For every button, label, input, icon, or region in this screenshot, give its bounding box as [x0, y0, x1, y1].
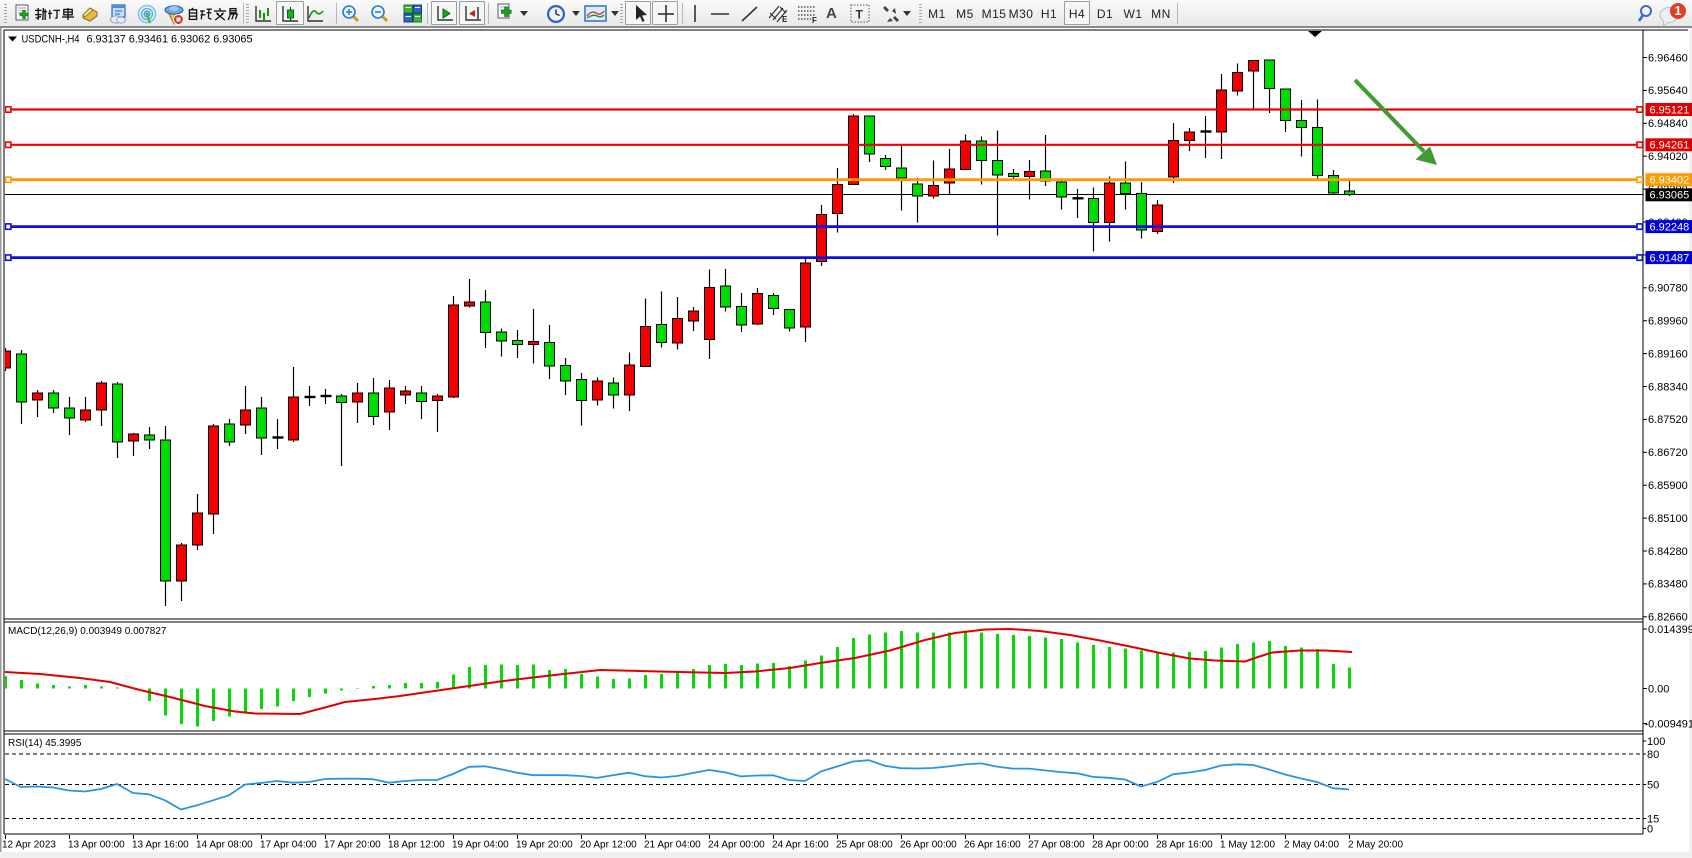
- svg-text:26 Apr 00:00: 26 Apr 00:00: [900, 840, 957, 851]
- svg-text:RSI(14) 45.3995: RSI(14) 45.3995: [8, 738, 82, 749]
- svg-text:6.92248: 6.92248: [1650, 221, 1690, 233]
- svg-text:6.85100: 6.85100: [1648, 513, 1688, 525]
- svg-text:28 Apr 16:00: 28 Apr 16:00: [1156, 840, 1213, 851]
- svg-text:6.89160: 6.89160: [1648, 348, 1688, 360]
- svg-text:E: E: [782, 15, 788, 24]
- svg-text:20 Apr 12:00: 20 Apr 12:00: [580, 840, 637, 851]
- svg-text:6.88340: 6.88340: [1648, 381, 1688, 393]
- svg-text:T: T: [856, 8, 864, 22]
- svg-text:F: F: [812, 16, 817, 25]
- svg-text:17 Apr 04:00: 17 Apr 04:00: [260, 840, 317, 851]
- svg-text:17 Apr 20:00: 17 Apr 20:00: [324, 840, 381, 851]
- svg-text:25 Apr 08:00: 25 Apr 08:00: [836, 840, 893, 851]
- svg-text:0.014399: 0.014399: [1648, 624, 1692, 636]
- svg-text:6.85900: 6.85900: [1648, 480, 1688, 492]
- svg-text:80: 80: [1647, 749, 1659, 761]
- svg-text:21 Apr 04:00: 21 Apr 04:00: [644, 840, 701, 851]
- svg-text:-0.009491: -0.009491: [1645, 718, 1692, 730]
- svg-text:24 Apr 00:00: 24 Apr 00:00: [708, 840, 765, 851]
- svg-text:6.90780: 6.90780: [1648, 283, 1688, 295]
- svg-text:2 May 20:00: 2 May 20:00: [1348, 840, 1403, 851]
- svg-text:18 Apr 12:00: 18 Apr 12:00: [388, 840, 445, 851]
- svg-text:19 Apr 04:00: 19 Apr 04:00: [452, 840, 509, 851]
- svg-text:2 May 04:00: 2 May 04:00: [1284, 840, 1339, 851]
- svg-text:12 Apr 2023: 12 Apr 2023: [2, 840, 56, 851]
- svg-text:19 Apr 20:00: 19 Apr 20:00: [516, 840, 573, 851]
- svg-text:6.89960: 6.89960: [1648, 316, 1688, 328]
- svg-text:0.00: 0.00: [1648, 683, 1669, 695]
- svg-text:6.83480: 6.83480: [1648, 579, 1688, 591]
- svg-text:6.84280: 6.84280: [1648, 546, 1688, 558]
- svg-text:26 Apr 16:00: 26 Apr 16:00: [964, 840, 1021, 851]
- svg-text:6.94261: 6.94261: [1650, 140, 1690, 152]
- svg-text:27 Apr 08:00: 27 Apr 08:00: [1028, 840, 1085, 851]
- svg-text:6.93402: 6.93402: [1650, 175, 1690, 187]
- svg-text:6.94020: 6.94020: [1648, 151, 1688, 163]
- svg-text:6.87520: 6.87520: [1648, 414, 1688, 426]
- svg-text:6.93065: 6.93065: [1650, 190, 1690, 202]
- svg-text:6.96460: 6.96460: [1648, 52, 1688, 64]
- svg-text:15: 15: [1647, 813, 1659, 825]
- svg-text:13 Apr 00:00: 13 Apr 00:00: [68, 840, 125, 851]
- svg-text:28 Apr 00:00: 28 Apr 00:00: [1092, 840, 1149, 851]
- svg-text:14 Apr 08:00: 14 Apr 08:00: [196, 840, 253, 851]
- svg-text:6.95121: 6.95121: [1650, 104, 1690, 116]
- svg-text:1 May 12:00: 1 May 12:00: [1220, 840, 1275, 851]
- svg-text:6.93137 6.93461 6.93062 6.9306: 6.93137 6.93461 6.93062 6.93065: [87, 34, 253, 46]
- svg-text:MACD(12,26,9) 0.003949 0.00782: MACD(12,26,9) 0.003949 0.007827: [8, 626, 167, 637]
- svg-text:6.94840: 6.94840: [1648, 118, 1688, 130]
- svg-text:50: 50: [1647, 779, 1659, 791]
- svg-text:0: 0: [1647, 823, 1653, 835]
- svg-text:USDCNH-,H4: USDCNH-,H4: [22, 34, 80, 46]
- svg-text:1: 1: [1675, 4, 1682, 18]
- svg-text:100: 100: [1647, 736, 1665, 748]
- svg-text:6.82660: 6.82660: [1648, 612, 1688, 624]
- svg-text:24 Apr 16:00: 24 Apr 16:00: [772, 840, 829, 851]
- svg-text:6.95640: 6.95640: [1648, 85, 1688, 97]
- svg-text:6.86720: 6.86720: [1648, 447, 1688, 459]
- svg-text:13 Apr 16:00: 13 Apr 16:00: [132, 840, 189, 851]
- svg-text:6.91487: 6.91487: [1650, 252, 1690, 264]
